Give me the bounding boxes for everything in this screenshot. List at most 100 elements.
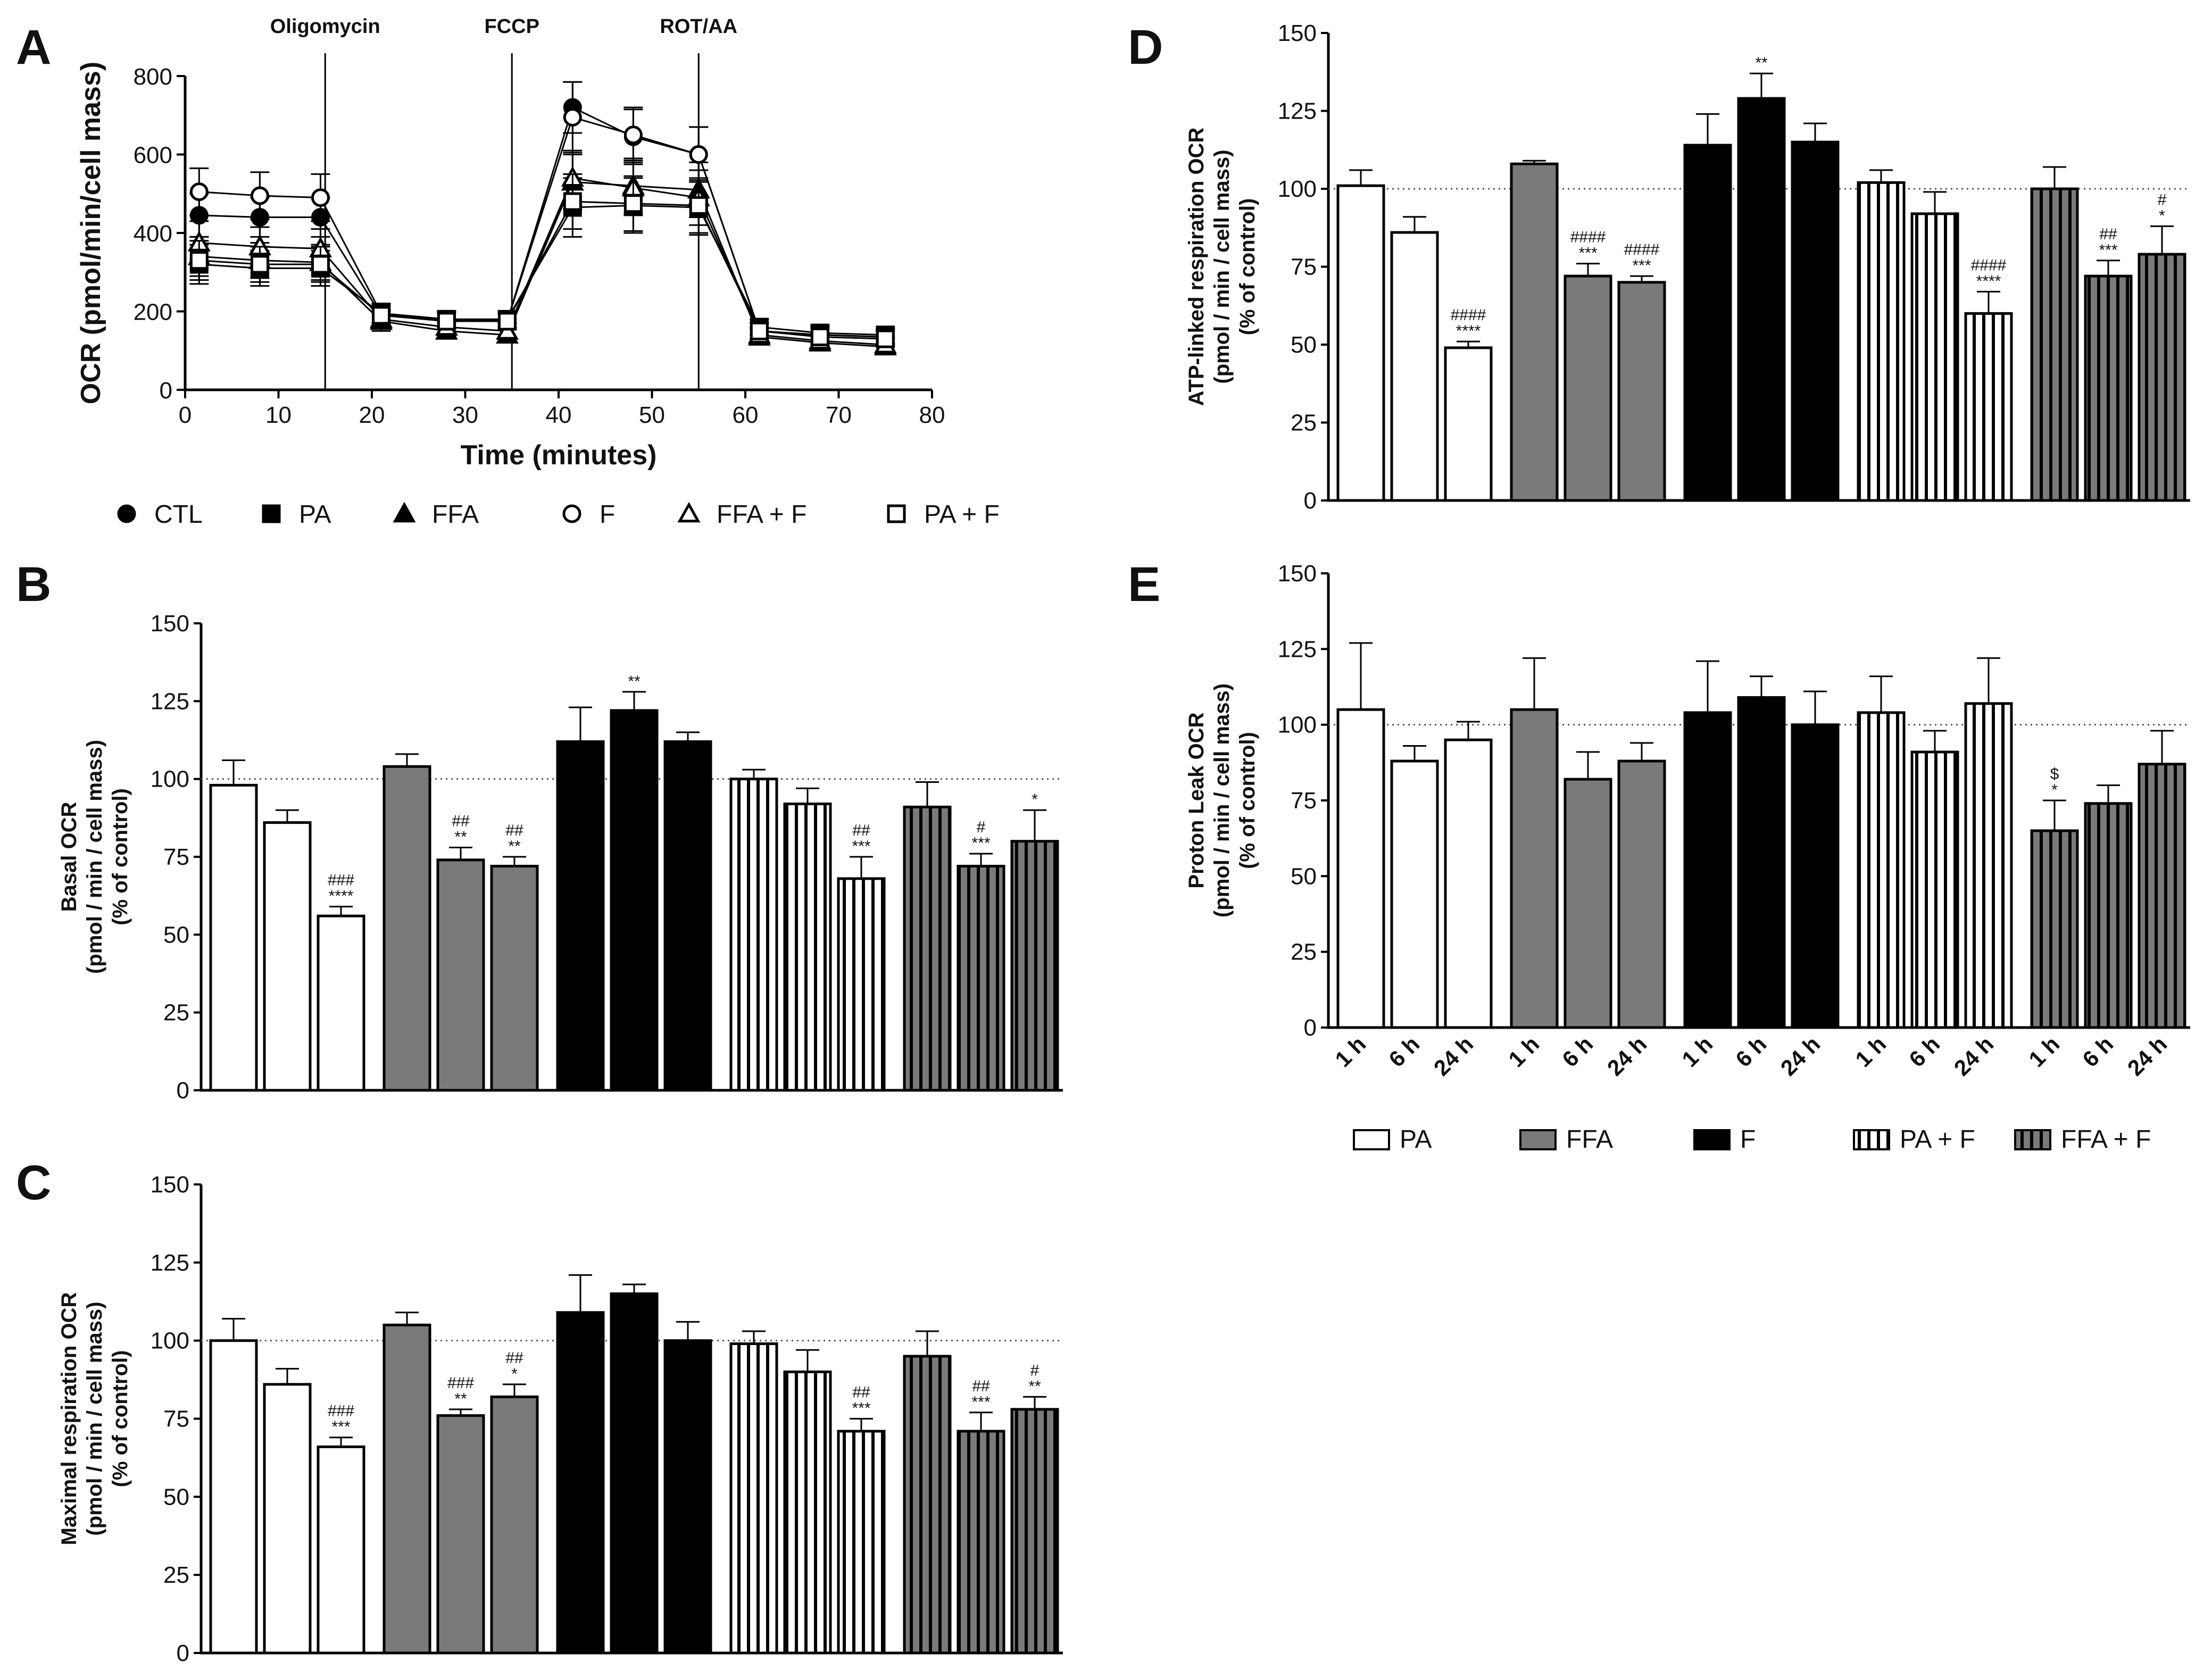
y-tick-label: 150 [1278,20,1317,46]
significance-label: *** [971,1393,990,1411]
y-axis-title-line: Maximal respiration OCR [57,1292,81,1546]
significance-label: #### [1624,241,1660,258]
y-axis-title-line: (% of control) [1236,198,1259,336]
data-point [250,186,269,205]
y-axis-title-line: (pmol / min / cell mass) [1210,683,1234,917]
y-tick-label: 50 [1291,332,1317,358]
bar [2084,802,2133,1029]
bar [783,1370,832,1655]
significance-label: **** [1976,272,2001,290]
bar [263,1383,312,1655]
bar [2030,829,2079,1029]
legend-swatch [1853,1129,1890,1150]
bar-group-pa-f: ####**** [1857,169,2013,502]
x-tick-label: 24 h [1602,1031,1652,1081]
data-point [497,312,517,331]
y-tick-label: 100 [151,766,189,792]
legend-item: F [562,500,615,529]
significance-label: * [511,1365,518,1383]
y-axis-title: OCR (pmol/min/cell mass) [76,62,106,404]
bar [1510,162,1559,502]
legend-label: F [600,500,615,529]
x-tick-label: 24 h [1776,1031,1825,1081]
y-tick-label: 100 [151,1328,189,1354]
y-axis-title-line: (pmol / min / cell mass) [83,1301,106,1535]
data-point [372,306,391,325]
data-point [623,126,643,145]
injection-label: ROT/AA [660,15,737,38]
significance-label: *** [852,838,870,855]
significance-label: ## [452,812,470,830]
y-tick-label: 50 [1291,863,1317,889]
bar [317,914,365,1092]
panel-e-bar-chart: 0 25 50 75 100 125 150 Proton Leak OCR (pmol / m… [1185,561,2190,1154]
bar [1336,708,1385,1029]
bar [1336,184,1385,502]
series-pa-f [189,173,895,348]
x-tick-label: 24 h [1949,1031,1999,1081]
legend-marker [117,504,136,523]
bar [2030,187,2079,502]
y-tick-label: 50 [163,1484,189,1510]
significance-label: ## [505,1349,523,1367]
bar [1791,140,1840,502]
significance-label: #### [1971,256,2007,274]
y-tick-label: 25 [1291,939,1317,965]
panel-letter-d: D [1128,20,1163,74]
legend-swatch [2014,1129,2051,1150]
series-f [189,81,895,346]
legend-label: FFA [432,500,479,529]
bar [1564,778,1612,1029]
data-point [810,327,829,346]
legend-marker [562,504,581,523]
y-axis-title-line: Basal OCR [57,802,81,912]
bar [610,1292,659,1655]
data-point [189,182,209,202]
legend-item: FFA [1519,1125,1613,1154]
data-point [189,251,209,270]
bar [1444,738,1493,1029]
legend-item: FFA [393,500,479,529]
y-tick-label: 50 [163,922,189,948]
significance-label: ## [2099,226,2117,243]
y-tick-label: 600 [134,143,172,169]
x-tick-label: 20 [359,402,385,428]
bar-group-pa: 1 h 6 h 24 h [1330,642,1493,1081]
y-tick-label: 0 [1304,1015,1317,1041]
bar [1617,759,1666,1029]
data-point [437,312,456,331]
y-tick-label: 75 [163,1406,189,1432]
bar-group-f [556,1274,712,1655]
series-line [199,106,886,338]
significance-label: $ [2050,765,2059,783]
data-point [563,192,582,211]
significance-label: ## [852,822,870,839]
y-axis-title-line: Proton Leak OCR [1185,712,1208,888]
data-point [750,321,769,340]
y-axis-title-line: (% of control) [109,1350,132,1488]
legend-marker [393,502,416,523]
y-tick-label: 25 [1291,410,1317,436]
panel-letter-a: A [16,20,51,74]
bar [1564,274,1612,502]
panel-letter-c: C [16,1156,51,1210]
significance-label: #### [1570,229,1606,246]
bar [2084,274,2133,502]
y-tick-label: 200 [134,299,172,325]
significance-label: *** [1578,245,1597,262]
bar [783,802,832,1092]
y-axis-title-line: (pmol / min / cell mass) [83,740,106,974]
panel-letter-b: B [16,557,51,612]
significance-label: ## [852,1384,870,1401]
x-tick-label: 1 h [1850,1031,1891,1072]
y-tick-label: 0 [160,378,172,404]
x-tick-label: 6 h [1731,1031,1771,1072]
bar [490,1395,539,1655]
bar [1910,212,1959,502]
bar [1010,840,1059,1092]
y-tick-label: 800 [134,64,172,90]
x-tick-label: 70 [826,402,852,428]
legend-label: PA [1400,1125,1432,1154]
legend-item: PA + F [887,500,1000,529]
y-tick-label: 0 [1304,488,1317,514]
